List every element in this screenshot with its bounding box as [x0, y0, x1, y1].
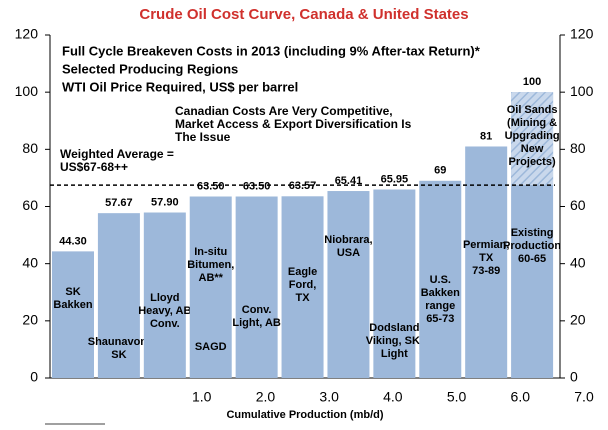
bar-label: Light [381, 348, 408, 360]
bar-label: Heavy, AB [138, 305, 191, 317]
bar-label: TX [296, 292, 311, 304]
y2-tick-label: 80 [570, 140, 586, 156]
y-tick-label: 100 [15, 83, 39, 99]
value-label: 57.90 [151, 196, 179, 208]
value-label: 63.57 [289, 180, 317, 192]
bar-note: Production [503, 240, 561, 252]
bar [97, 213, 140, 378]
bar-label: range [425, 300, 455, 312]
bar-label: Bitumen, [187, 259, 234, 271]
value-label: 57.67 [105, 197, 133, 209]
y2-tick-label: 60 [570, 197, 586, 213]
y-tick-label: 60 [22, 197, 38, 213]
bar-label: 65-73 [426, 313, 454, 325]
bar-label: Niobrara, [324, 234, 372, 246]
y-tick-label: 80 [22, 140, 38, 156]
bar-label: Ford, [289, 279, 317, 291]
value-label: 100 [523, 76, 541, 88]
chart-title: Crude Oil Cost Curve, Canada & United St… [139, 6, 468, 23]
y2-tick-label: 20 [570, 312, 586, 328]
bar-label: Bakken [421, 287, 460, 299]
bar-label: Bakken [53, 299, 92, 311]
value-label: 65.95 [381, 173, 409, 185]
value-label: 69 [434, 165, 446, 177]
bar-label: Dodsland [369, 322, 419, 334]
value-label: 81 [480, 130, 492, 142]
x-tick-label: 5.0 [447, 389, 467, 405]
bar-label: U.S. [430, 274, 451, 286]
x-tick-label: 7.0 [574, 389, 594, 405]
bar-label: AB** [199, 272, 224, 284]
bar-label: Light, AB [232, 317, 281, 329]
bar-label: Permian, [463, 239, 509, 251]
y2-tick-label: 40 [570, 254, 586, 270]
bar-label: Eagle [288, 266, 317, 278]
bar-label: New [521, 143, 544, 155]
reference-label: US$67-68++ [60, 160, 128, 174]
value-label: 63.50 [197, 180, 225, 192]
y2-tick-label: 100 [570, 83, 594, 99]
x-tick-label: 3.0 [319, 389, 339, 405]
bar-label: Upgrading [505, 130, 560, 142]
x-tick-label: 4.0 [383, 389, 403, 405]
bar [327, 191, 370, 378]
header-line: Selected Producing Regions [62, 61, 238, 76]
y2-tick-label: 120 [570, 26, 594, 42]
bar-hatch [511, 92, 554, 186]
y-tick-label: 40 [22, 254, 38, 270]
header-line: WTI Oil Price Required, US$ per barrel [62, 79, 298, 94]
bar-label: 73-89 [472, 265, 500, 277]
header-line: Full Cycle Breakeven Costs in 2013 (incl… [62, 43, 481, 58]
reference-label: Weighted Average = [60, 147, 174, 161]
bar-note: SAGD [195, 341, 227, 353]
y-tick-label: 120 [15, 26, 39, 42]
x-axis-title: Cumulative Production (mb/d) [226, 409, 383, 421]
y-tick-label: 20 [22, 312, 38, 328]
bar [419, 180, 462, 378]
bar-label: Projects) [509, 156, 556, 168]
bar-label: USA [337, 247, 360, 259]
bar-label: Conv. [150, 318, 180, 330]
bar-label: (Mining & [507, 117, 557, 129]
bar [143, 212, 186, 378]
bar-label: In-situ [194, 246, 227, 258]
bar-label: Shaunavon, [88, 336, 150, 348]
bar-label: SK [65, 286, 80, 298]
bar-label: Viking, SK, [366, 335, 423, 347]
bar-label: Oil Sands [507, 104, 558, 116]
x-tick-label: 2.0 [256, 389, 276, 405]
bar-label: Conv. [242, 304, 272, 316]
x-tick-label: 1.0 [192, 389, 212, 405]
bar-note: Existing [511, 227, 554, 239]
x-tick-label: 6.0 [511, 389, 531, 405]
bar [189, 196, 232, 378]
annotation-line: Canadian Costs Are Very Competitive, [175, 104, 393, 118]
bar [281, 196, 324, 378]
value-label: 44.30 [59, 235, 87, 247]
bar-label: TX [479, 252, 494, 264]
annotation-line: The Issue [175, 130, 231, 144]
bar [235, 196, 278, 378]
value-label: 65.41 [335, 175, 363, 187]
annotation-line: Market Access & Export Diversification I… [175, 117, 412, 131]
bar-label: Lloyd [150, 292, 179, 304]
y2-tick-label: 0 [570, 369, 578, 385]
bar-label: SK [111, 349, 126, 361]
y-tick-label: 0 [30, 369, 38, 385]
value-label: 63.50 [243, 180, 271, 192]
bar [373, 189, 416, 378]
bar-note: 60-65 [518, 253, 546, 265]
bar [52, 251, 94, 378]
